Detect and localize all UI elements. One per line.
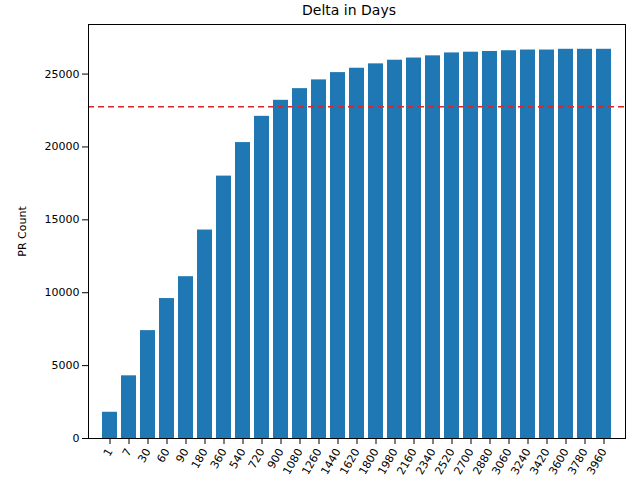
svg-text:900: 900 [264,446,287,471]
svg-text:1620: 1620 [337,446,363,477]
svg-text:1440: 1440 [318,446,344,477]
svg-text:1260: 1260 [299,446,325,477]
svg-text:20000: 20000 [45,140,80,153]
svg-text:2520: 2520 [432,446,458,477]
svg-text:3420: 3420 [527,446,553,477]
svg-text:60: 60 [154,446,172,465]
svg-text:10000: 10000 [45,286,80,299]
svg-text:2700: 2700 [451,446,477,477]
svg-text:1: 1 [101,446,116,459]
svg-text:1980: 1980 [375,446,401,477]
svg-text:90: 90 [173,446,191,465]
svg-text:3960: 3960 [584,446,609,477]
svg-text:3600: 3600 [546,446,572,477]
svg-text:2880: 2880 [470,446,496,477]
svg-text:0: 0 [73,432,80,445]
svg-text:540: 540 [227,446,249,471]
svg-text:25000: 25000 [45,68,80,81]
svg-text:PR Count: PR Count [16,206,29,257]
html-text:Delta in Days: Delta in Days [302,2,396,18]
svg-text:2340: 2340 [413,446,439,477]
svg-text:3060: 3060 [489,446,515,477]
svg-text:5000: 5000 [52,359,80,372]
svg-text:180: 180 [189,446,211,471]
svg-text:7: 7 [120,446,135,459]
svg-text:2160: 2160 [394,446,420,477]
svg-text:3780: 3780 [565,446,591,477]
svg-text:1800: 1800 [356,446,382,477]
svg-text:15000: 15000 [45,213,80,226]
svg-text:1080: 1080 [280,446,306,477]
svg-text:3240: 3240 [508,446,534,477]
svg-text:360: 360 [208,446,230,471]
svg-text:720: 720 [246,446,268,471]
svg-text:30: 30 [135,446,153,465]
